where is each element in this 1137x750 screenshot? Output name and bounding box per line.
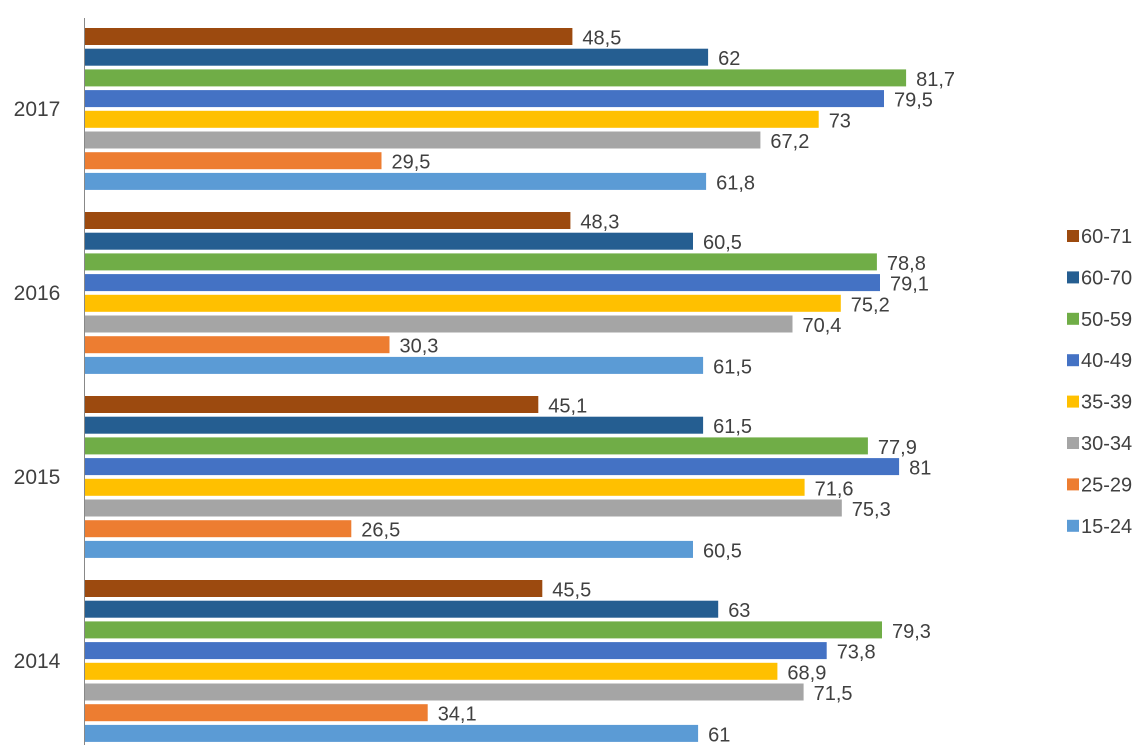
bar-2017-60-70 xyxy=(85,48,709,66)
data-label-2015-40-49: 81 xyxy=(909,458,931,480)
data-label-2016-40-49: 79,1 xyxy=(890,274,929,296)
bar-2015-50-59 xyxy=(85,437,868,455)
bar-2017-25-29 xyxy=(85,152,382,170)
bar-2014-60-70 xyxy=(85,600,719,618)
data-label-2014-60-71: 45,5 xyxy=(552,580,591,602)
data-label-2017-50-59: 81,7 xyxy=(916,69,955,91)
legend-swatch-15-24 xyxy=(1067,519,1079,532)
y-tick-label-2017: 2017 xyxy=(14,98,61,121)
data-label-2015-50-59: 77,9 xyxy=(878,437,917,459)
data-label-2016-35-39: 75,2 xyxy=(851,294,890,316)
y-tick-label-2015: 2015 xyxy=(14,466,61,489)
bar-2014-40-49 xyxy=(85,642,827,660)
bar-2017-15-24 xyxy=(85,172,707,190)
legend-label-60-71: 60-71 xyxy=(1081,226,1132,248)
legend-label-40-49: 40-49 xyxy=(1081,350,1132,372)
bar-2017-30-34 xyxy=(85,131,761,149)
data-label-2016-60-71: 48,3 xyxy=(580,212,619,234)
y-tick-label-2016: 2016 xyxy=(14,282,61,305)
data-label-2017-30-34: 67,2 xyxy=(770,131,809,153)
legend-swatch-60-70 xyxy=(1067,271,1079,284)
bar-2014-50-59 xyxy=(85,621,882,639)
data-label-2014-15-24: 61 xyxy=(708,724,730,745)
bar-2015-15-24 xyxy=(85,540,693,558)
bar-2017-50-59 xyxy=(85,69,907,87)
legend-swatch-25-29 xyxy=(1067,478,1079,491)
bar-2016-60-70 xyxy=(85,232,693,250)
data-label-2014-40-49: 73,8 xyxy=(837,642,876,664)
legend-swatch-40-49 xyxy=(1067,354,1079,367)
legend-label-60-70: 60-70 xyxy=(1081,267,1132,289)
data-label-2015-15-24: 60,5 xyxy=(703,540,742,562)
bar-2015-60-70 xyxy=(85,416,704,434)
data-label-2016-25-29: 30,3 xyxy=(400,336,439,358)
bar-2016-35-39 xyxy=(85,294,841,312)
bar-2015-30-34 xyxy=(85,499,842,517)
bar-2014-35-39 xyxy=(85,662,778,680)
bar-2015-40-49 xyxy=(85,458,900,476)
bar-2014-15-24 xyxy=(85,724,699,742)
data-label-2016-60-70: 60,5 xyxy=(703,232,742,254)
data-label-2017-40-49: 79,5 xyxy=(894,90,933,112)
data-label-2016-15-24: 61,5 xyxy=(713,356,752,378)
legend-label-50-59: 50-59 xyxy=(1081,309,1132,331)
bar-2016-40-49 xyxy=(85,274,880,292)
bar-2015-35-39 xyxy=(85,478,805,496)
legend-swatch-35-39 xyxy=(1067,395,1079,408)
bar-2014-30-34 xyxy=(85,683,804,701)
bar-2016-60-71 xyxy=(85,212,571,229)
y-tick-label-2014: 2014 xyxy=(14,650,61,673)
bar-2015-60-71 xyxy=(85,396,539,413)
data-label-2015-35-39: 71,6 xyxy=(815,478,854,500)
bar-2014-25-29 xyxy=(85,704,428,722)
data-label-2015-60-71: 45,1 xyxy=(548,396,587,418)
bar-2015-25-29 xyxy=(85,520,352,538)
data-label-2014-35-39: 68,9 xyxy=(787,662,826,684)
legend-swatch-60-71 xyxy=(1067,230,1079,242)
data-label-2017-15-24: 61,8 xyxy=(716,172,755,194)
data-label-2014-50-59: 79,3 xyxy=(892,621,931,643)
data-label-2014-30-34: 71,5 xyxy=(814,683,853,705)
bar-2017-40-49 xyxy=(85,90,884,108)
data-label-2017-60-70: 62 xyxy=(718,48,740,70)
bar-2016-50-59 xyxy=(85,253,877,271)
bar-2017-35-39 xyxy=(85,110,819,128)
data-label-2017-60-71: 48,5 xyxy=(582,28,621,50)
bar-2016-30-34 xyxy=(85,315,793,333)
data-label-2014-60-70: 63 xyxy=(728,600,750,622)
data-label-2017-35-39: 73 xyxy=(829,110,851,132)
data-label-2015-30-34: 75,3 xyxy=(852,499,891,521)
legend-label-25-29: 25-29 xyxy=(1081,474,1132,496)
data-label-2017-25-29: 29,5 xyxy=(392,152,431,174)
bar-2014-60-71 xyxy=(85,580,543,597)
legend-swatch-50-59 xyxy=(1067,312,1079,325)
bar-2016-15-24 xyxy=(85,356,704,374)
data-label-2014-25-29: 34,1 xyxy=(438,704,477,726)
data-label-2015-25-29: 26,5 xyxy=(361,520,400,542)
legend-label-35-39: 35-39 xyxy=(1081,392,1132,414)
legend-label-30-34: 30-34 xyxy=(1081,433,1132,455)
bar-2016-25-29 xyxy=(85,336,390,354)
bar-2017-60-71 xyxy=(85,28,573,45)
legend-label-15-24: 15-24 xyxy=(1081,516,1132,538)
data-label-2016-30-34: 70,4 xyxy=(803,315,842,337)
data-label-2016-50-59: 78,8 xyxy=(887,253,926,275)
data-label-2015-60-70: 61,5 xyxy=(713,416,752,438)
legend-swatch-30-34 xyxy=(1067,437,1079,449)
